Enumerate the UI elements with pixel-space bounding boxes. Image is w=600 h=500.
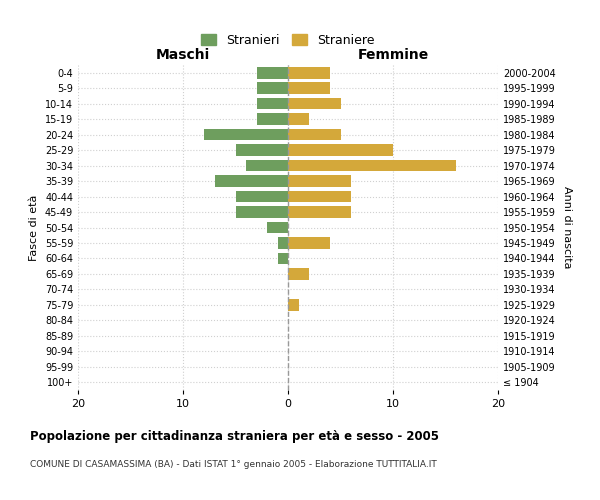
Bar [215, 176, 288, 187]
Bar [267, 222, 288, 234]
Bar [288, 114, 309, 125]
Bar [277, 252, 288, 264]
Text: COMUNE DI CASAMASSIMA (BA) - Dati ISTAT 1° gennaio 2005 - Elaborazione TUTTITALI: COMUNE DI CASAMASSIMA (BA) - Dati ISTAT … [30, 460, 437, 469]
Text: Femmine: Femmine [358, 48, 428, 62]
Bar [235, 144, 288, 156]
Bar [246, 160, 288, 172]
Bar [277, 237, 288, 249]
Bar [288, 268, 309, 280]
Bar [257, 67, 288, 78]
Bar [288, 98, 341, 110]
Bar [257, 114, 288, 125]
Bar [235, 190, 288, 202]
Bar [288, 82, 330, 94]
Bar [288, 206, 351, 218]
Text: Popolazione per cittadinanza straniera per età e sesso - 2005: Popolazione per cittadinanza straniera p… [30, 430, 439, 443]
Bar [288, 237, 330, 249]
Bar [257, 82, 288, 94]
Text: Maschi: Maschi [156, 48, 210, 62]
Bar [288, 144, 393, 156]
Y-axis label: Fasce di età: Fasce di età [29, 194, 39, 260]
Bar [288, 129, 341, 140]
Legend: Stranieri, Straniere: Stranieri, Straniere [196, 29, 380, 52]
Y-axis label: Anni di nascita: Anni di nascita [562, 186, 572, 269]
Bar [288, 176, 351, 187]
Bar [288, 190, 351, 202]
Bar [288, 67, 330, 78]
Bar [288, 299, 299, 310]
Bar [288, 160, 456, 172]
Bar [204, 129, 288, 140]
Bar [235, 206, 288, 218]
Bar [257, 98, 288, 110]
